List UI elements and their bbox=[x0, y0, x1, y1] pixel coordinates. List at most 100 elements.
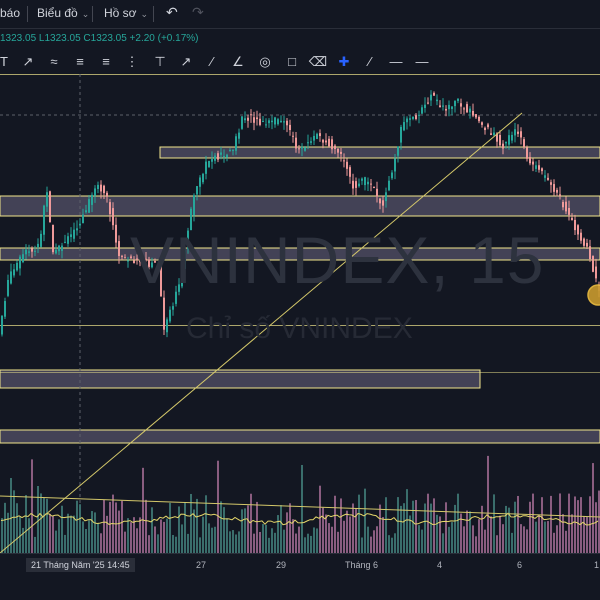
volume-bar bbox=[34, 536, 36, 553]
trend-line-icon[interactable]: ↗ bbox=[22, 54, 34, 69]
candle-body bbox=[376, 188, 378, 197]
volume-bar bbox=[298, 526, 300, 553]
candle-body bbox=[169, 309, 171, 322]
volume-bar bbox=[130, 522, 132, 553]
parallel-channel-icon[interactable]: ≡ bbox=[76, 54, 84, 69]
price-line-icon[interactable]: — bbox=[389, 54, 403, 69]
volume-bar bbox=[409, 515, 411, 553]
candle-body bbox=[442, 105, 444, 107]
price-marker-circle[interactable] bbox=[587, 284, 600, 306]
volume-bar bbox=[418, 525, 420, 553]
crosshair-icon[interactable]: ✚ bbox=[338, 54, 350, 69]
horizontal-level-line bbox=[0, 372, 600, 373]
eraser-icon[interactable]: ⌫ bbox=[308, 54, 328, 69]
volume-bar bbox=[367, 526, 369, 553]
volume-bar bbox=[49, 513, 51, 553]
price-chart[interactable] bbox=[0, 0, 600, 553]
candle-body bbox=[586, 242, 588, 247]
volume-bar bbox=[454, 504, 456, 553]
candle-body bbox=[382, 200, 384, 206]
horizontal-ray-icon[interactable]: — bbox=[415, 54, 429, 69]
volume-bar bbox=[319, 485, 321, 553]
line-segment-icon[interactable]: ∕ bbox=[368, 54, 372, 69]
candle-body bbox=[307, 142, 309, 144]
volume-bar bbox=[103, 499, 105, 553]
candle-body bbox=[196, 186, 198, 195]
volume-bar bbox=[4, 502, 6, 553]
volume-bar bbox=[586, 516, 588, 553]
candle-body bbox=[82, 214, 84, 224]
candle-body bbox=[352, 180, 354, 189]
time-label: 1 bbox=[594, 560, 600, 570]
volume-bar bbox=[379, 504, 381, 553]
candle-body bbox=[139, 258, 141, 263]
fib-retracement-icon[interactable]: ⊤ bbox=[154, 54, 166, 69]
volume-bar bbox=[61, 505, 63, 553]
volume-bar bbox=[478, 519, 480, 553]
candle-body bbox=[115, 224, 117, 243]
candle-body bbox=[313, 135, 315, 141]
long-trend-line[interactable] bbox=[0, 495, 600, 518]
candle-body bbox=[511, 134, 513, 141]
candle-body bbox=[406, 118, 408, 123]
arrow-icon[interactable]: ↗ bbox=[180, 54, 192, 69]
volume-bar bbox=[574, 496, 576, 553]
volume-bar bbox=[91, 511, 93, 553]
candle-body bbox=[520, 131, 522, 138]
alert-menu[interactable]: báo bbox=[0, 6, 21, 20]
candle-body bbox=[1, 315, 3, 335]
candle-body bbox=[568, 207, 570, 215]
volume-bar bbox=[19, 516, 21, 553]
time-axis[interactable]: 27 29 Tháng 6 4 6 1 21 Tháng Năm '25 14:… bbox=[0, 553, 600, 576]
candle-body bbox=[19, 256, 21, 269]
volume-bar bbox=[469, 511, 471, 553]
candle-body bbox=[85, 210, 87, 213]
candle-body bbox=[34, 250, 36, 252]
trend-line[interactable] bbox=[0, 112, 523, 553]
candle-body bbox=[463, 108, 465, 110]
volume-bar bbox=[109, 501, 111, 553]
redo-icon[interactable]: ↷ bbox=[192, 4, 204, 20]
drawing-toolbar: T ↗ ≈ ≡ ≡ ⋮ ⊤ ↗ ∕ ∠ ◎ □ ⌫ ✚ ∕ — — bbox=[0, 50, 600, 74]
fib-channel-icon[interactable]: ⋮ bbox=[125, 54, 139, 69]
profile-menu[interactable]: Hồ sơ ⌄ bbox=[104, 6, 148, 20]
volume-bar bbox=[154, 526, 156, 553]
candle-body bbox=[31, 248, 33, 252]
candle-body bbox=[247, 117, 249, 121]
volume-bar bbox=[520, 524, 522, 553]
volume-bar bbox=[289, 503, 291, 553]
angle-icon[interactable]: ∠ bbox=[232, 54, 244, 69]
volume-bar bbox=[73, 515, 75, 553]
volume-bar bbox=[523, 526, 525, 553]
candle-body bbox=[349, 167, 351, 177]
volume-bar bbox=[301, 464, 303, 553]
volume-bar bbox=[58, 519, 60, 553]
cursor-icon[interactable]: T bbox=[0, 54, 8, 69]
candle-body bbox=[238, 132, 240, 139]
candle-body bbox=[385, 192, 387, 202]
undo-icon[interactable]: ↶ bbox=[166, 4, 178, 20]
candle-body bbox=[556, 189, 558, 193]
volume-bar bbox=[562, 514, 564, 553]
circle-icon[interactable]: ◎ bbox=[259, 54, 271, 69]
candle-body bbox=[367, 181, 369, 185]
candle-body bbox=[535, 165, 537, 169]
candle-body bbox=[118, 241, 120, 257]
volume-bar bbox=[571, 514, 573, 553]
candle-body bbox=[157, 265, 159, 269]
candle-body bbox=[580, 232, 582, 241]
candle-body bbox=[73, 229, 75, 239]
brush-icon[interactable]: ≈ bbox=[50, 54, 58, 69]
candle-body bbox=[523, 139, 525, 147]
ruler-icon[interactable]: ∕ bbox=[210, 54, 214, 69]
candle-body bbox=[472, 110, 474, 116]
volume-bar bbox=[235, 534, 237, 553]
candle-body bbox=[235, 136, 237, 151]
candle-body bbox=[25, 249, 27, 255]
pitchfork-icon[interactable]: ≡ bbox=[102, 54, 110, 69]
chart-menu[interactable]: Biểu đồ ⌄ bbox=[37, 6, 89, 20]
time-label: 29 bbox=[276, 560, 287, 570]
candle-body bbox=[211, 159, 213, 162]
comment-icon[interactable]: □ bbox=[288, 54, 296, 69]
volume-bar bbox=[166, 518, 168, 553]
